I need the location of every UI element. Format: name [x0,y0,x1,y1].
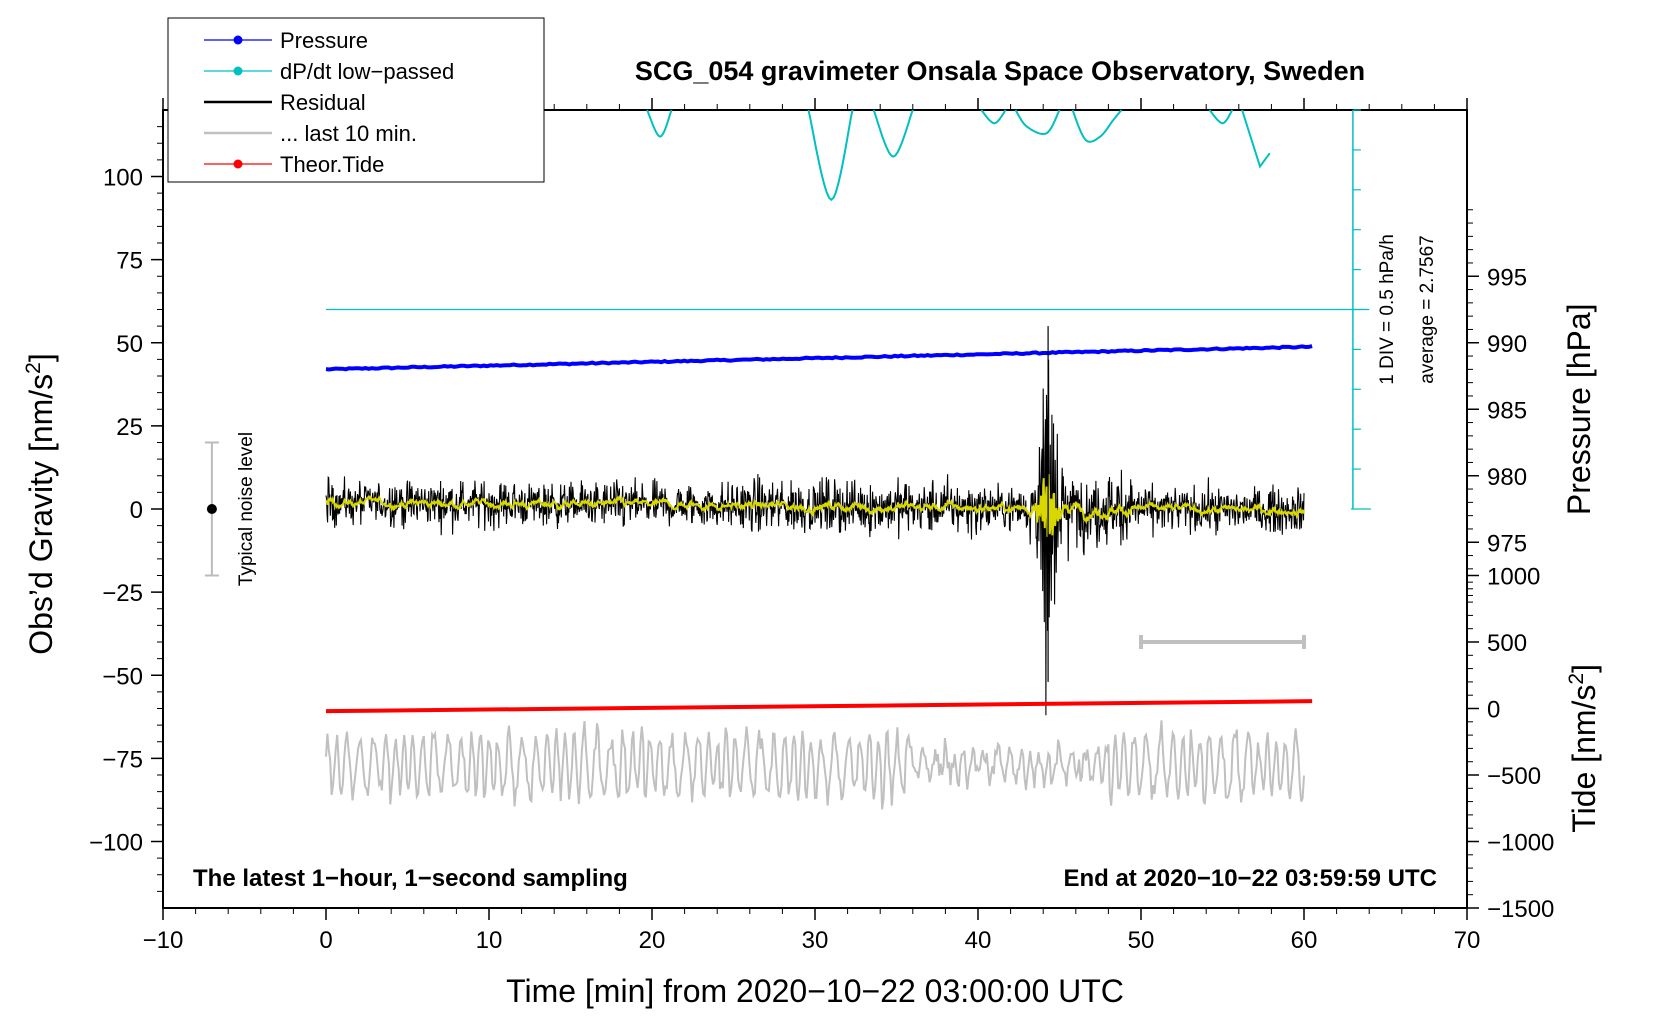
y-tick-label-left: −100 [89,830,143,857]
x-tick-label: 20 [639,927,666,954]
legend-label: Residual [280,90,366,115]
legend-label: dP/dt low−passed [280,59,454,84]
y-axis-label-tide: Tide [nm/s2] [1565,664,1602,833]
y-tick-label-left: −75 [102,746,143,773]
y-axis-label-left-end: ] [23,353,59,362]
dpdt-curve [1071,109,1123,143]
residual-line [325,359,1305,716]
x-tick-label: 30 [802,927,829,954]
tide-line [325,699,1313,714]
y-tick-label-left: 50 [116,331,143,358]
tide-tick-label: 500 [1487,630,1527,657]
y-axis-label-pressure: Pressure [hPa] [1561,303,1597,515]
legend-label: Theor.Tide [280,152,384,177]
chart-title: SCG_054 gravimeter Onsala Space Observat… [635,56,1365,86]
y-tick-label-left: −50 [102,663,143,690]
x-tick-label: 0 [319,927,332,954]
dpdt-curve [980,109,1007,125]
y-tick-label-left: −25 [102,580,143,607]
dpdt-curve [1014,109,1061,136]
legend-marker [233,35,243,45]
tide-tick-label: −1500 [1487,896,1554,923]
y-tick-label-left: 75 [116,248,143,275]
legend-marker [233,159,243,169]
dpdt-scale-label: 1 DIV = 0.5 hPa/h [1377,234,1398,385]
pressure-tick-label: 985 [1487,397,1527,424]
y-tick-label-left: 0 [130,497,143,524]
tide-tick-label: −500 [1487,763,1541,790]
y-axis-label-left: Obs’d Gravity [nm/s2] [22,353,59,655]
pressure-tick-label: 975 [1487,530,1527,557]
annotation-end-time: End at 2020−10−22 03:59:59 UTC [1063,865,1437,892]
y-axis-label-tide-sup: 2 [1565,673,1588,685]
dpdt-curve [646,109,673,138]
data-series [204,109,1371,810]
x-axis-label: Time [min] from 2020−10−22 03:00:00 UTC [506,973,1124,1009]
dpdt-curve [1208,109,1234,125]
legend: Pressure dP/dt low−passed Residual ... last… [167,17,545,183]
pressure-tick-label: 990 [1487,331,1527,358]
y-axis-label-tide-main: Tide [nm/s [1566,685,1602,833]
x-tick-label: 60 [1291,927,1318,954]
x-tick-label: 50 [1128,927,1155,954]
tide-tick-label: 1000 [1487,564,1540,591]
dpdt-average-label: average = 2.7567 [1417,235,1438,383]
y-axis-label-left-main: Obs’d Gravity [nm/s [23,374,59,655]
pressure-tick-label: 995 [1487,264,1527,291]
tide-tick-label: 0 [1487,697,1500,724]
legend-label: ... last 10 min. [280,121,417,146]
dpdt-curve [872,109,914,158]
dpdt-curve [807,109,854,202]
pressure-tick-label: 980 [1487,464,1527,491]
x-tick-label: −10 [143,927,184,954]
y-axis-label-left-sup: 2 [22,362,45,374]
lowpassed-residual-line [325,474,1305,537]
last-10min-trace [325,720,1305,810]
y-tick-label-left: 100 [103,165,143,192]
dpdt-curve [1241,109,1271,169]
legend-box [167,17,545,183]
y-tick-label-left: 25 [116,414,143,441]
noise-level-label: Typical noise level [236,432,257,586]
x-tick-label: 70 [1454,927,1481,954]
pressure-line [325,344,1313,372]
annotation-sampling: The latest 1−hour, 1−second sampling [193,865,628,892]
tide-tick-label: −1000 [1487,830,1554,857]
x-tick-label: 40 [965,927,992,954]
noise-level-dot [206,504,217,514]
legend-label: Pressure [280,28,368,53]
legend-marker [233,66,243,76]
x-tick-label: 10 [476,927,503,954]
y-axis-label-tide-end: ] [1566,664,1602,673]
axis-ticks: −10 0 10 20 30 40 50 60 701007550250−25−50−75−10… [89,98,1554,954]
